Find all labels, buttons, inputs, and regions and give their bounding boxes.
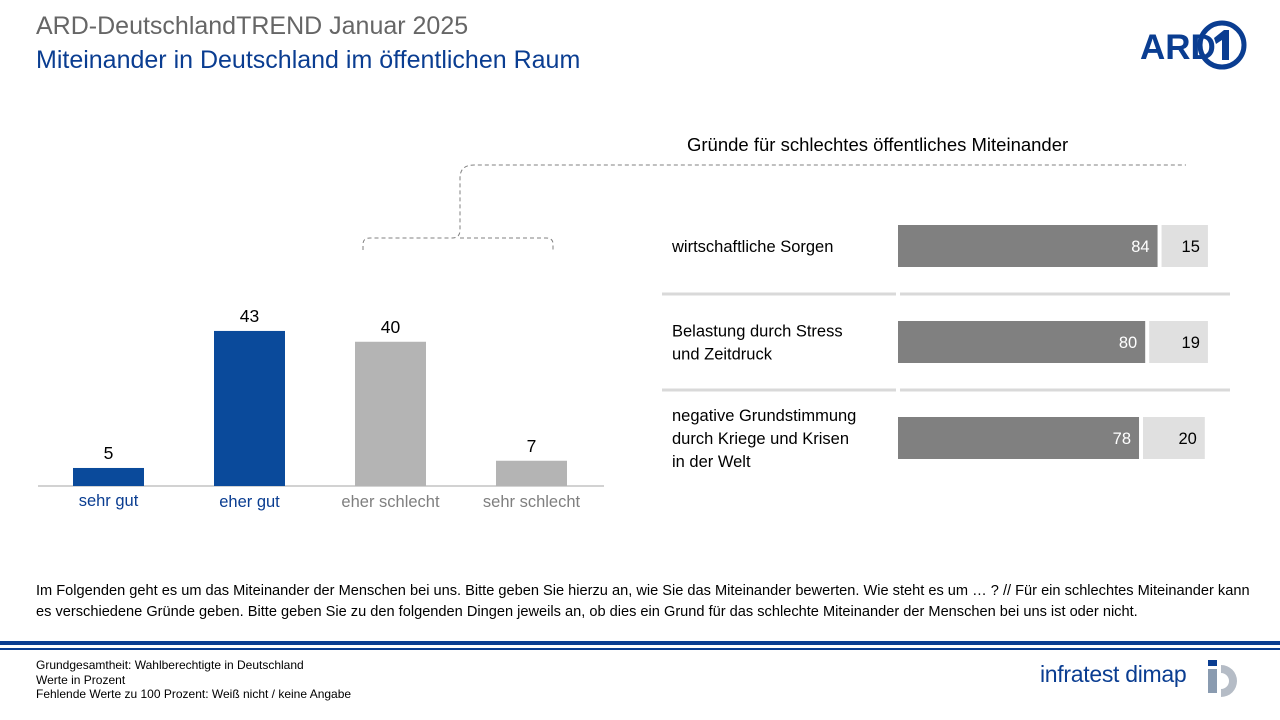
footer-rule-thin xyxy=(0,648,1280,650)
footer-note-population: Grundgesamtheit: Wahlberechtigte in Deut… xyxy=(36,658,304,672)
reason-bar-yes-1 xyxy=(898,321,1146,363)
vertical-bar-group: 5 sehr gut 43 eher gut 40 eher schlecht 7 sehr … xyxy=(73,306,581,511)
category-label-3: sehr schlecht xyxy=(483,493,581,511)
reason-value-no-2: 20 xyxy=(1178,430,1196,448)
reason-label-2-2: in der Welt xyxy=(672,453,751,471)
reason-value-yes-1: 80 xyxy=(1119,334,1137,352)
footer-rule-thick xyxy=(0,641,1280,645)
category-label-0: sehr gut xyxy=(79,492,139,510)
bar-1 xyxy=(214,330,285,486)
bar-value-label-2: 40 xyxy=(381,317,401,337)
reason-bar-yes-2 xyxy=(898,417,1140,459)
bar-2 xyxy=(355,341,426,486)
infratest-dimap-icon xyxy=(1208,660,1237,697)
reason-bar-no-0 xyxy=(1161,225,1208,267)
page-title: ARD-DeutschlandTREND Januar 2025 xyxy=(36,12,469,40)
brand-name: infratest dimap xyxy=(1040,661,1187,687)
reasons-chart-title: Gründe für schlechtes öffentliches Mitei… xyxy=(687,134,1068,155)
bracket-right-end xyxy=(460,237,554,250)
bracket-connector xyxy=(362,164,1186,250)
page-subtitle: Miteinander in Deutschland im öffentlich… xyxy=(36,46,581,74)
ard-logo-icon: ARD xyxy=(1140,20,1247,70)
footer-note-missing: Fehlende Werte zu 100 Prozent: Weiß nich… xyxy=(36,687,352,701)
bar-value-label-0: 5 xyxy=(104,443,114,463)
bar-0 xyxy=(73,467,144,486)
chart-area: 5 sehr gut 43 eher gut 40 eher schlecht 7 sehr … xyxy=(38,134,1230,511)
reason-value-no-1: 19 xyxy=(1182,334,1200,352)
reason-bar-yes-0 xyxy=(898,225,1158,267)
bar-value-label-1: 43 xyxy=(240,306,259,326)
reason-value-no-0: 15 xyxy=(1182,238,1200,256)
reason-value-yes-2: 78 xyxy=(1113,430,1131,448)
horizontal-bar-group: 84 15 wirtschaftliche Sorgen 80 19 Belastung … xyxy=(662,225,1230,471)
question-text: Im Folgenden geht es um das Miteinander … xyxy=(36,583,1250,620)
infratest-dimap-logo: infratest dimap xyxy=(1040,655,1250,701)
reason-bar-no-2 xyxy=(1143,417,1205,459)
reason-label-2-1: durch Kriege und Krisen xyxy=(672,430,849,448)
reason-label-2-0: negative Grundstimmung xyxy=(672,407,856,425)
bar-value-label-3: 7 xyxy=(527,436,537,456)
category-label-2: eher schlecht xyxy=(341,493,440,511)
reason-bar-no-1 xyxy=(1149,321,1208,363)
reason-label-1-0: Belastung durch Stress xyxy=(672,323,843,341)
reason-label-1-1: und Zeitdruck xyxy=(672,346,773,364)
footer-note-units: Werte in Prozent xyxy=(36,672,126,687)
reason-label-0-0: wirtschaftliche Sorgen xyxy=(671,238,833,256)
bar-3 xyxy=(496,460,567,486)
footer-notes: Grundgesamtheit: Wahlberechtigte in Deut… xyxy=(36,658,351,702)
reason-value-yes-0: 84 xyxy=(1131,238,1149,256)
category-label-1: eher gut xyxy=(219,493,280,511)
